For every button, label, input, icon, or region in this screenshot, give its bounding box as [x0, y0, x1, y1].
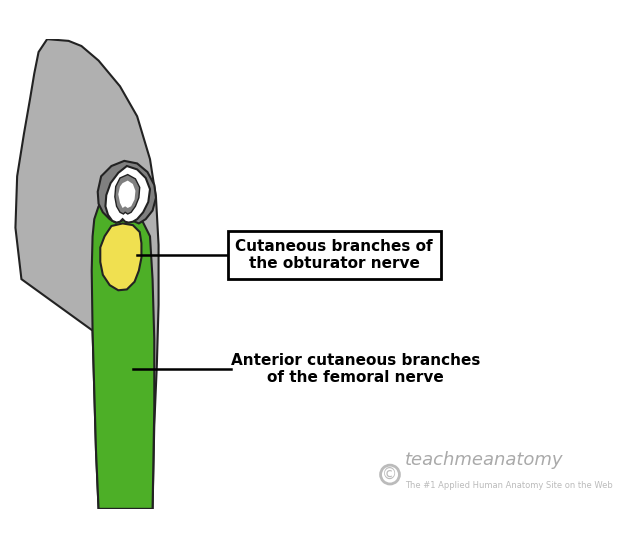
Polygon shape: [98, 161, 156, 224]
Polygon shape: [92, 192, 154, 509]
Polygon shape: [16, 39, 158, 509]
Polygon shape: [115, 175, 140, 214]
Text: Anterior cutaneous branches
of the femoral nerve: Anterior cutaneous branches of the femor…: [231, 353, 480, 385]
Text: The #1 Applied Human Anatomy Site on the Web: The #1 Applied Human Anatomy Site on the…: [404, 482, 612, 490]
Text: teachmeanatomy: teachmeanatomy: [404, 452, 563, 470]
Polygon shape: [119, 181, 135, 208]
Text: ©: ©: [383, 467, 397, 482]
Text: Cutaneous branches of
the obturator nerve: Cutaneous branches of the obturator nerv…: [235, 239, 433, 271]
Polygon shape: [105, 166, 150, 222]
Polygon shape: [100, 224, 142, 290]
